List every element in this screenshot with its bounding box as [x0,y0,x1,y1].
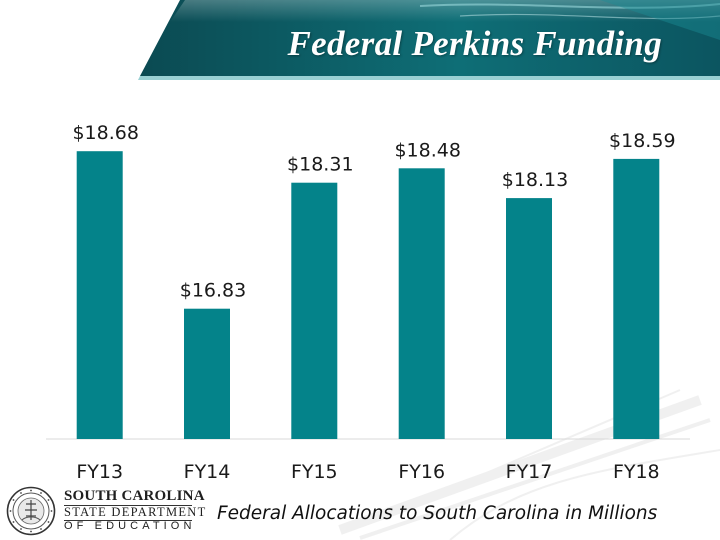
sc-department-of-education-logo: SOUTH CAROLINA STATE DEPARTMENT OF EDUCA… [6,484,205,536]
logo-line-state-department: STATE DEPARTMENT [64,505,207,519]
bar-fy17 [506,198,552,439]
x-tick-label-fy13: FY13 [76,461,123,483]
data-label-fy16: $18.48 [394,139,460,161]
x-tick-label-fy14: FY14 [184,461,231,483]
data-label-fy15: $18.31 [287,154,353,176]
data-label-fy17: $18.13 [502,169,568,191]
bar-fy15 [291,182,338,439]
x-tick-label-fy15: FY15 [291,461,338,483]
x-tick-label-fy16: FY16 [398,461,445,483]
bar-fy16 [398,168,445,440]
data-label-fy18: $18.59 [609,130,675,152]
logo-divider [64,505,192,506]
data-label-fy13: $18.68 [72,122,138,144]
x-tick-label-fy17: FY17 [506,461,553,483]
state-seal-icon [6,486,56,536]
slide-title: Federal Perkins Funding [287,24,662,63]
header-band: Federal Perkins Funding [0,0,720,86]
bar-fy14 [184,308,230,439]
header-background [0,0,720,86]
data-labels-group: $18.68 $16.83 $18.31 $18.48 $18.13 $18.59 [72,122,675,302]
logo-line-south-carolina: SOUTH CAROLINA [64,488,205,504]
logo-divider [64,520,192,521]
bar-fy13 [76,151,123,439]
data-label-fy14: $16.83 [180,280,246,302]
bars-group [76,151,660,440]
x-tick-labels-group: FY13 FY14 FY15 FY16 FY17 FY18 [76,461,659,483]
logo-line-of-education: OF EDUCATION [64,520,196,532]
x-tick-label-fy18: FY18 [613,461,660,483]
chart-footnote: Federal Allocations to South Carolina in… [217,503,658,524]
bar-fy18 [613,158,660,439]
